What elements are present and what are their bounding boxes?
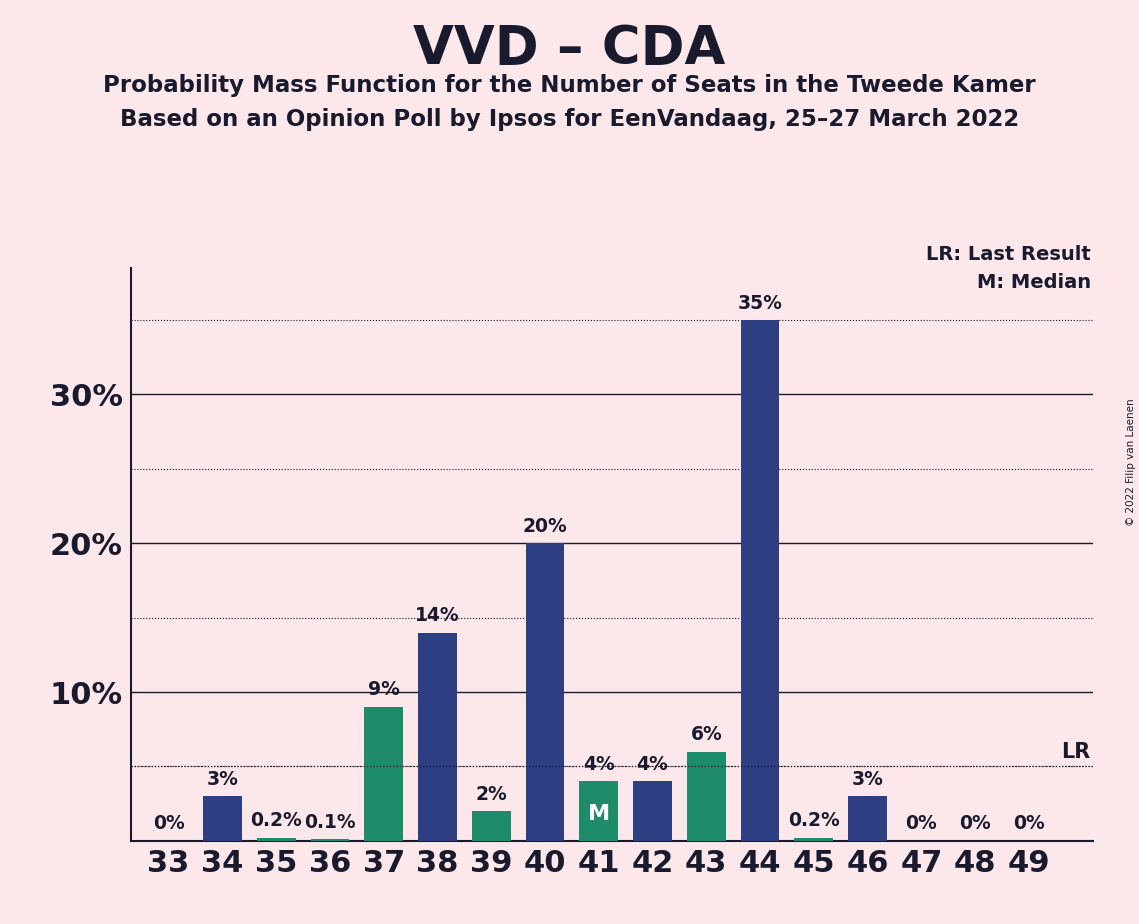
Text: 0%: 0%: [906, 814, 937, 833]
Text: M: Median: M: Median: [977, 273, 1091, 292]
Text: 35%: 35%: [738, 294, 782, 312]
Text: LR: LR: [1062, 742, 1091, 762]
Text: 0%: 0%: [153, 814, 185, 833]
Bar: [740, 320, 779, 841]
Text: Probability Mass Function for the Number of Seats in the Tweede Kamer: Probability Mass Function for the Number…: [104, 74, 1035, 97]
Text: M: M: [588, 804, 609, 824]
Text: 0%: 0%: [1013, 814, 1044, 833]
Text: © 2022 Filip van Laenen: © 2022 Filip van Laenen: [1126, 398, 1136, 526]
Text: 0%: 0%: [959, 814, 991, 833]
Bar: [525, 543, 564, 841]
Text: 3%: 3%: [206, 770, 238, 789]
Bar: [311, 839, 350, 841]
Text: 4%: 4%: [637, 755, 669, 774]
Bar: [795, 838, 834, 841]
Text: 9%: 9%: [368, 680, 400, 699]
Bar: [256, 838, 295, 841]
Bar: [203, 796, 241, 841]
Bar: [364, 707, 403, 841]
Text: 4%: 4%: [583, 755, 615, 774]
Text: 0.2%: 0.2%: [251, 811, 302, 831]
Text: 20%: 20%: [523, 517, 567, 536]
Bar: [418, 633, 457, 841]
Bar: [633, 782, 672, 841]
Bar: [849, 796, 887, 841]
Text: 0.2%: 0.2%: [788, 811, 839, 831]
Text: 6%: 6%: [690, 725, 722, 744]
Text: LR: Last Result: LR: Last Result: [926, 245, 1091, 264]
Text: 14%: 14%: [415, 606, 460, 625]
Text: 3%: 3%: [852, 770, 884, 789]
Text: VVD – CDA: VVD – CDA: [413, 23, 726, 75]
Text: Based on an Opinion Poll by Ipsos for EenVandaag, 25–27 March 2022: Based on an Opinion Poll by Ipsos for Ee…: [120, 108, 1019, 131]
Bar: [580, 782, 618, 841]
Bar: [472, 811, 510, 841]
Bar: [687, 751, 726, 841]
Text: 0.1%: 0.1%: [304, 813, 355, 832]
Text: 2%: 2%: [475, 784, 507, 804]
